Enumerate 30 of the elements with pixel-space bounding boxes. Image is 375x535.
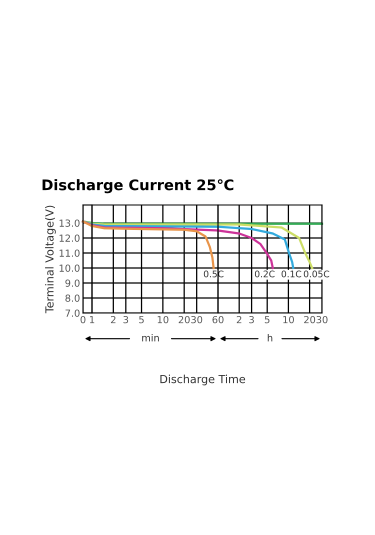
y-tick-label: 8.0 xyxy=(65,294,80,302)
y-tick-label: 9.0 xyxy=(65,279,80,287)
annotation: 0.2C xyxy=(254,270,275,278)
x-tick-label: 5 xyxy=(139,316,144,324)
x-tick-label: 20 xyxy=(304,316,316,324)
x-tick-label: 2 xyxy=(110,316,116,324)
x-tick-label: 0 xyxy=(80,316,86,324)
x-tick-label: 10 xyxy=(158,316,168,324)
x-tick-label: 60 xyxy=(212,316,224,324)
text: Discharge Current 25℃ xyxy=(42,179,234,194)
text: h xyxy=(268,334,272,342)
x-tick-label: 30 xyxy=(191,316,202,324)
y-axis-title: Terminal Voltage(V) xyxy=(45,206,56,314)
y-tick-label: 12.0 xyxy=(60,234,80,242)
x-tick-label: 20 xyxy=(178,316,190,324)
annotation: 0.05C xyxy=(304,270,330,278)
x-tick-label: 3 xyxy=(123,316,128,324)
y-tick-label: 13.0 xyxy=(60,219,80,227)
y-tick-label: 7.0 xyxy=(66,309,80,317)
x-axis-title: Discharge Time xyxy=(160,374,246,386)
y-tick-label: 11.0 xyxy=(60,249,80,257)
y-tick-label: 10.0 xyxy=(60,264,80,272)
x-tick-label: 1 xyxy=(90,316,94,324)
x-tick-label: 5 xyxy=(264,316,270,324)
x-tick-label: 3 xyxy=(249,316,254,324)
annotation: 0.1C xyxy=(282,270,302,278)
x-tick-label: 2 xyxy=(236,316,242,324)
x-tick-label: 30 xyxy=(316,316,328,324)
text: min xyxy=(142,334,159,342)
x-tick-label: 10 xyxy=(283,316,294,324)
